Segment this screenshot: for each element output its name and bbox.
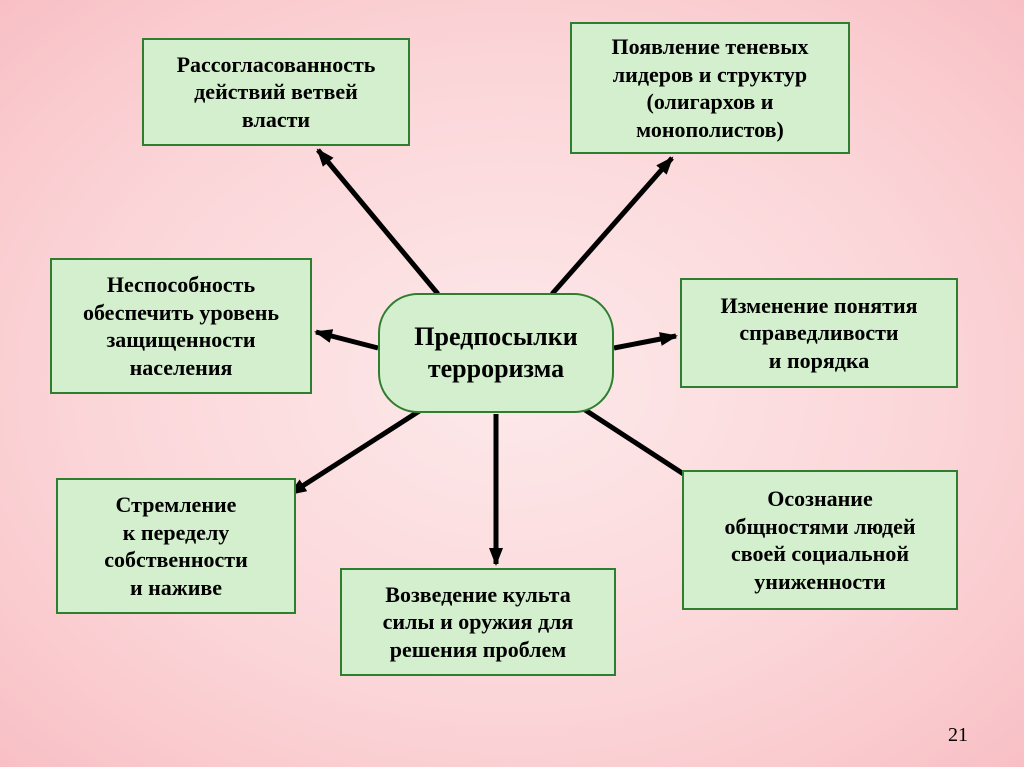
node-n4: Изменение понятиясправедливостии порядка (680, 278, 958, 388)
node-n5: Стремлениек переделусобственностии нажив… (56, 478, 296, 614)
node-n6: Возведение культасилы и оружия длярешени… (340, 568, 616, 676)
node-n1-label: Рассогласованностьдействий ветвейвласти (177, 51, 376, 134)
node-n5-label: Стремлениек переделусобственностии нажив… (104, 491, 248, 601)
page-number: 21 (948, 724, 968, 747)
arrow-4 (614, 336, 676, 348)
center-node-label: Предпосылкитерроризма (414, 321, 577, 386)
node-n1: Рассогласованностьдействий ветвейвласти (142, 38, 410, 146)
node-n6-label: Возведение культасилы и оружия длярешени… (383, 581, 574, 664)
node-n7-label: Осознаниеобщностями людейсвоей социально… (724, 485, 915, 595)
arrow-5 (290, 408, 424, 494)
diagram-canvas: Предпосылкитерроризма Рассогласованностьд… (0, 0, 1024, 767)
node-n2-label: Появление теневыхлидеров и структур(олиг… (612, 33, 809, 143)
arrow-2 (552, 158, 672, 294)
node-n4-label: Изменение понятиясправедливостии порядка (720, 292, 917, 375)
node-n3-label: Неспособностьобеспечить уровеньзащищенно… (83, 271, 279, 381)
node-n7: Осознаниеобщностями людейсвоей социально… (682, 470, 958, 610)
arrow-1 (318, 150, 438, 294)
arrow-3 (316, 332, 378, 348)
node-n2: Появление теневыхлидеров и структур(олиг… (570, 22, 850, 154)
center-node: Предпосылкитерроризма (378, 293, 614, 413)
node-n3: Неспособностьобеспечить уровеньзащищенно… (50, 258, 312, 394)
